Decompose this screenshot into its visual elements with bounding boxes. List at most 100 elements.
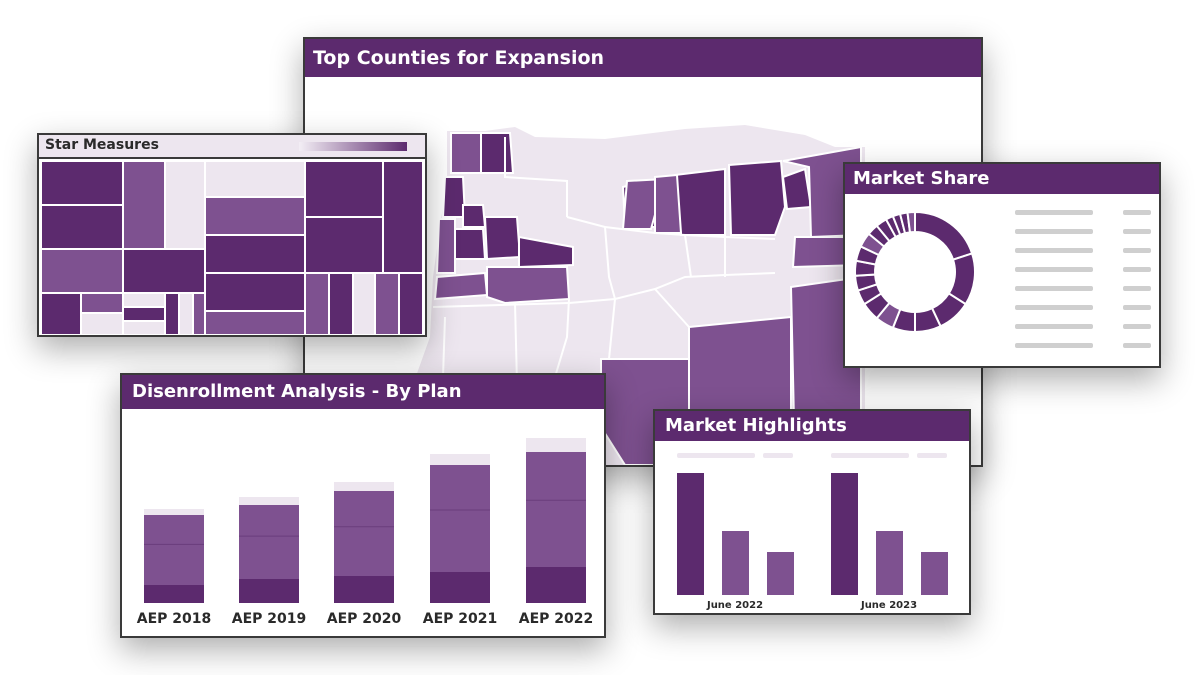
legend-placeholder-long — [1015, 248, 1093, 253]
treemap[interactable] — [39, 159, 425, 337]
treemap-cell — [40, 248, 124, 294]
star-measures-panel: Star Measures — [37, 133, 427, 337]
treemap-cell — [304, 160, 384, 218]
bar-segment — [526, 452, 586, 567]
county — [781, 167, 813, 211]
bar-segment — [144, 515, 204, 585]
disenrollment-chart[interactable]: AEP 2018 AEP 2019 AEP 2020 AEP 2021 AEP 2022 — [122, 409, 604, 636]
legend-placeholder-long — [1015, 305, 1093, 310]
legend-placeholder-short — [1123, 267, 1151, 272]
legend-placeholder-short — [1123, 286, 1151, 291]
county — [480, 132, 515, 174]
county — [441, 176, 467, 218]
donut-slice — [906, 210, 916, 234]
county — [727, 159, 787, 236]
legend-placeholder-long — [1015, 267, 1093, 272]
treemap-cell — [328, 272, 354, 335]
highlight-bar — [722, 531, 749, 595]
county — [654, 173, 683, 234]
donut-slice — [914, 210, 974, 261]
legend-placeholder-long — [1015, 210, 1093, 215]
highlight-bar — [677, 473, 704, 595]
bar-segment — [144, 509, 204, 515]
disenrollment-title: Disenrollment Analysis - By Plan — [122, 375, 604, 409]
x-tick-label: June 2023 — [860, 600, 917, 611]
x-tick-label: AEP 2020 — [327, 611, 402, 627]
treemap-cell — [398, 272, 424, 335]
bar-segment — [430, 454, 490, 465]
x-tick-label: AEP 2019 — [232, 611, 307, 627]
market-highlights-panel: Market Highlights June 2022 June 2023 — [653, 409, 971, 615]
header-placeholder — [831, 453, 909, 458]
county — [483, 216, 522, 261]
bar-segment — [334, 482, 394, 491]
treemap-cell — [122, 306, 166, 322]
header-placeholder — [763, 453, 793, 458]
highlight-bar — [876, 531, 903, 595]
legend-placeholder-long — [1015, 343, 1093, 348]
bar-segment — [526, 567, 586, 603]
treemap-cell — [204, 160, 306, 198]
market-highlights-title: Market Highlights — [655, 411, 969, 441]
treemap-cell — [204, 310, 306, 335]
color-scale-legend — [299, 142, 407, 151]
bar-segment — [334, 491, 394, 576]
treemap-cell — [164, 292, 180, 335]
treemap-cell — [192, 292, 206, 335]
treemap-cell — [204, 234, 306, 274]
legend-placeholder-long — [1015, 286, 1093, 291]
treemap-cell — [122, 160, 166, 250]
treemap-cell — [304, 216, 384, 274]
donut — [854, 210, 976, 334]
star-measures-title: Star Measures — [45, 137, 159, 153]
treemap-cell — [80, 292, 124, 314]
x-tick-label: AEP 2021 — [423, 611, 498, 627]
bar-segment — [239, 505, 299, 579]
legend-placeholder-long — [1015, 324, 1093, 329]
legend-placeholders — [1015, 210, 1151, 348]
treemap-cell — [352, 272, 376, 335]
legend-placeholder-short — [1123, 324, 1151, 329]
county — [450, 132, 482, 174]
treemap-cell — [122, 292, 166, 308]
market-highlights-chart[interactable]: June 2022 June 2023 — [655, 441, 969, 613]
legend-placeholder-short — [1123, 210, 1151, 215]
legend-placeholder-long — [1015, 229, 1093, 234]
treemap-cell — [40, 204, 124, 250]
x-tick-label: AEP 2018 — [137, 611, 212, 627]
legend-placeholder-short — [1123, 305, 1151, 310]
legend-placeholder-short — [1123, 229, 1151, 234]
map-panel-title: Top Counties for Expansion — [305, 39, 981, 77]
treemap-cell — [164, 160, 206, 250]
treemap-cell — [178, 292, 194, 335]
treemap-cell — [40, 292, 82, 335]
county — [454, 228, 487, 260]
header-placeholder — [677, 453, 755, 458]
county — [462, 204, 487, 228]
bar-segment — [239, 497, 299, 505]
county-group-dark — [441, 132, 813, 269]
treemap-cell — [374, 272, 400, 335]
header-placeholder — [917, 453, 947, 458]
x-tick-label: June 2022 — [706, 600, 763, 611]
county — [435, 218, 456, 274]
highlight-bar — [831, 473, 858, 595]
county — [486, 266, 571, 305]
market-share-title: Market Share — [845, 164, 1159, 194]
treemap-cell — [80, 312, 124, 335]
highlight-bar — [767, 552, 794, 595]
county — [433, 271, 489, 301]
treemap-cell — [304, 272, 330, 335]
highlight-bar — [921, 552, 948, 595]
star-measures-header: Star Measures — [39, 135, 425, 159]
county — [673, 167, 726, 236]
disenrollment-panel: Disenrollment Analysis - By Plan AEP 201… — [120, 373, 606, 638]
treemap-cell — [40, 160, 124, 206]
bar-segment — [334, 576, 394, 603]
x-tick-label: AEP 2022 — [519, 611, 594, 627]
treemap-cell — [122, 320, 166, 335]
bar-segment — [430, 572, 490, 603]
market-share-chart[interactable] — [845, 194, 1159, 366]
county — [518, 235, 574, 269]
treemap-cell — [122, 248, 206, 294]
